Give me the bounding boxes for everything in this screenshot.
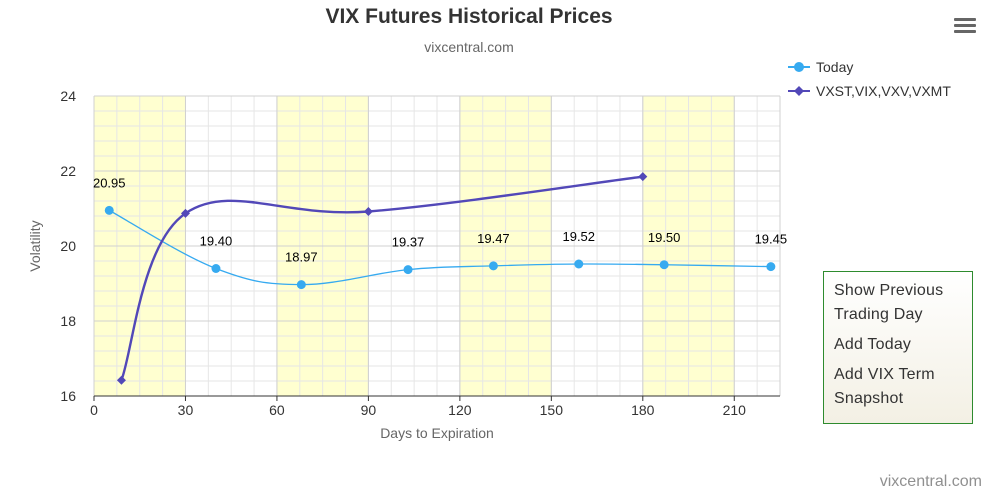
data-point bbox=[574, 259, 584, 269]
data-point bbox=[659, 260, 669, 270]
series-layer bbox=[104, 172, 776, 385]
data-point bbox=[363, 207, 373, 216]
x-tick-label: 60 bbox=[269, 402, 285, 418]
y-tick-label: 22 bbox=[60, 163, 76, 179]
data-label: 19.52 bbox=[562, 229, 595, 244]
data-label: 18.97 bbox=[285, 250, 318, 265]
add-today-item[interactable]: Add Today bbox=[834, 336, 912, 353]
data-point bbox=[104, 205, 114, 215]
x-tick-label: 90 bbox=[361, 402, 377, 418]
legend-label: VXST,VIX,VXV,VXMT bbox=[816, 83, 951, 99]
x-tick-label: 30 bbox=[178, 402, 194, 418]
axes bbox=[93, 395, 780, 401]
data-point bbox=[211, 264, 221, 273]
legend: Today VXST,VIX,VXV,VXMT bbox=[788, 55, 951, 103]
circle-marker-icon bbox=[788, 62, 810, 72]
data-labels: 20.95 19.40 18.97 19.37 19.47 19.52 19.50 19.45 bbox=[93, 175, 787, 264]
y-tick-label: 20 bbox=[60, 238, 76, 254]
grid-lines bbox=[93, 95, 781, 397]
series-line-term bbox=[120, 175, 643, 381]
credit-link[interactable]: vixcentral.com bbox=[879, 473, 982, 490]
data-point bbox=[180, 208, 190, 218]
y-axis-label: Volatility bbox=[27, 220, 43, 271]
data-label: 19.45 bbox=[755, 232, 788, 247]
chart-title: VIX Futures Historical Prices bbox=[325, 5, 613, 28]
data-label: 19.50 bbox=[648, 230, 681, 245]
data-point bbox=[296, 280, 306, 290]
legend-item-term[interactable]: VXST,VIX,VXV,VXMT bbox=[788, 79, 951, 103]
x-axis-label: Days to Expiration bbox=[380, 425, 494, 441]
hamburger-menu-icon[interactable] bbox=[952, 16, 978, 38]
legend-label: Today bbox=[816, 59, 854, 75]
x-tick-label: 180 bbox=[631, 402, 655, 418]
tick-labels: 0 30 60 90 120 150 180 210 16 18 20 22 24 bbox=[60, 88, 746, 418]
data-point bbox=[638, 172, 648, 182]
y-tick-label: 18 bbox=[60, 313, 76, 329]
add-vix-term-snapshot-item[interactable]: Add VIX Term Snapshot bbox=[834, 366, 935, 407]
data-label: 19.47 bbox=[477, 231, 510, 246]
data-point bbox=[403, 265, 413, 275]
show-previous-trading-day-item[interactable]: Show Previous Trading Day bbox=[834, 282, 944, 323]
data-point bbox=[766, 262, 776, 272]
y-tick-label: 16 bbox=[60, 388, 76, 404]
context-menu: Show Previous Trading Day Add Today Add … bbox=[823, 271, 973, 424]
chart-subtitle: vixcentral.com bbox=[424, 39, 514, 55]
diamond-marker-icon bbox=[788, 86, 810, 96]
data-point bbox=[488, 261, 498, 271]
data-label: 19.37 bbox=[392, 235, 425, 250]
x-tick-label: 0 bbox=[90, 402, 98, 418]
legend-item-today[interactable]: Today bbox=[788, 55, 951, 79]
data-label: 19.40 bbox=[200, 234, 233, 249]
data-point bbox=[116, 375, 126, 385]
data-label: 20.95 bbox=[93, 175, 126, 190]
y-tick-label: 24 bbox=[60, 88, 76, 104]
x-tick-label: 150 bbox=[540, 402, 564, 418]
x-tick-label: 210 bbox=[723, 402, 747, 418]
x-tick-label: 120 bbox=[448, 402, 472, 418]
